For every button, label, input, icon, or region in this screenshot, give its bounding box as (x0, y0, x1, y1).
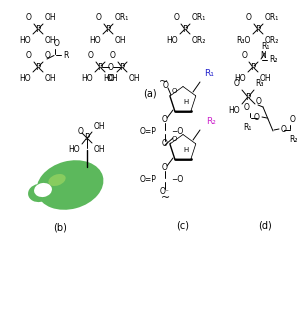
Text: −O: −O (171, 128, 183, 136)
Text: P: P (35, 25, 40, 33)
Text: O: O (162, 163, 168, 173)
Text: N: N (260, 51, 266, 60)
Text: R₁: R₁ (243, 123, 251, 132)
Text: O: O (290, 115, 296, 124)
Text: (d): (d) (258, 220, 272, 230)
Text: O: O (163, 82, 169, 90)
Text: P: P (255, 25, 261, 33)
Text: O: O (26, 13, 32, 22)
Text: HO: HO (234, 74, 246, 83)
Text: O: O (162, 139, 168, 147)
Text: O: O (88, 51, 94, 60)
Text: OR₁: OR₁ (265, 13, 279, 22)
Text: O: O (26, 51, 32, 60)
Text: H: H (183, 99, 189, 105)
Text: P: P (84, 134, 90, 142)
Text: HO: HO (89, 36, 101, 45)
Text: OR₂: OR₂ (192, 36, 206, 45)
Ellipse shape (48, 174, 66, 186)
Text: HO: HO (20, 36, 31, 45)
Text: O⁻: O⁻ (160, 186, 170, 196)
Text: O: O (173, 13, 179, 22)
Text: OH: OH (129, 74, 141, 83)
Text: HO: HO (103, 74, 115, 83)
Text: R₃: R₃ (255, 79, 263, 88)
Text: O: O (241, 51, 247, 60)
Text: OH: OH (45, 36, 57, 45)
Text: R₂: R₂ (206, 117, 216, 126)
Text: H: H (183, 147, 189, 153)
Text: R₁: R₁ (261, 42, 269, 51)
Text: ~: ~ (160, 193, 169, 203)
Text: O: O (171, 88, 177, 94)
Text: O: O (244, 103, 250, 112)
Text: O: O (234, 79, 240, 88)
Text: HO: HO (20, 74, 31, 83)
Text: P: P (182, 25, 188, 33)
Text: O=P: O=P (140, 128, 157, 136)
Text: R₃O: R₃O (237, 36, 251, 45)
Text: P: P (250, 62, 256, 72)
Text: OH: OH (94, 122, 106, 131)
Text: O: O (246, 13, 252, 22)
Text: (c): (c) (176, 220, 190, 230)
Polygon shape (171, 135, 195, 158)
Text: P: P (35, 62, 40, 72)
Text: R₂: R₂ (269, 55, 278, 65)
Text: R₁: R₁ (204, 69, 214, 78)
Text: P: P (119, 62, 124, 72)
Text: R: R (63, 50, 68, 60)
Ellipse shape (28, 184, 50, 202)
Text: O=P: O=P (140, 175, 157, 185)
Text: HO: HO (228, 106, 240, 115)
Text: OH: OH (115, 36, 127, 45)
Text: O: O (96, 13, 102, 22)
Text: O: O (254, 112, 260, 122)
Text: OH: OH (45, 13, 57, 22)
Text: OH: OH (45, 74, 57, 83)
Ellipse shape (34, 183, 52, 197)
Text: HO: HO (68, 145, 80, 154)
Ellipse shape (37, 160, 104, 210)
Text: P: P (98, 62, 103, 72)
Text: O: O (108, 62, 114, 72)
Text: R₂: R₂ (289, 135, 297, 144)
Text: (b): (b) (53, 222, 67, 232)
Text: OH: OH (107, 74, 118, 83)
Text: O: O (54, 39, 60, 48)
Text: HO: HO (167, 36, 178, 45)
Text: OR₂: OR₂ (265, 36, 279, 45)
Text: (a): (a) (143, 88, 157, 98)
Text: P: P (245, 93, 250, 101)
Text: ~: ~ (159, 77, 169, 87)
Text: −O: −O (171, 175, 183, 185)
Text: O: O (256, 98, 262, 106)
Text: OH: OH (260, 74, 272, 83)
Text: O: O (78, 128, 84, 136)
Polygon shape (171, 87, 195, 111)
Text: HO: HO (81, 74, 93, 83)
Text: OR₁: OR₁ (115, 13, 129, 22)
Text: O: O (45, 51, 51, 60)
Text: OR₁: OR₁ (192, 13, 206, 22)
Text: O: O (171, 136, 177, 142)
Text: OH: OH (94, 145, 106, 154)
Text: O: O (281, 124, 287, 134)
Text: O: O (162, 116, 168, 124)
Text: O: O (110, 51, 116, 60)
Text: P: P (105, 25, 111, 33)
